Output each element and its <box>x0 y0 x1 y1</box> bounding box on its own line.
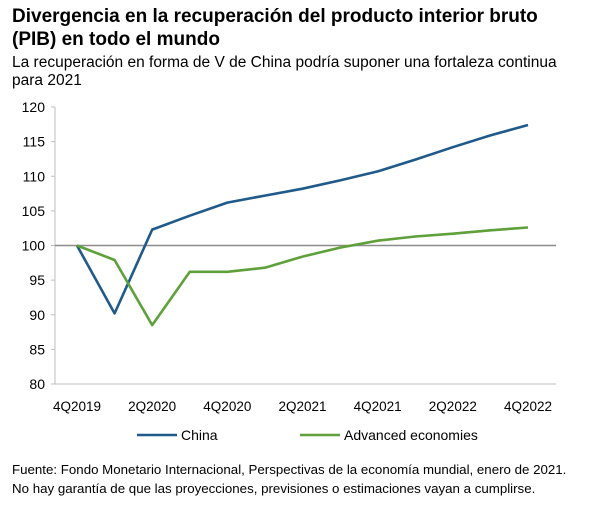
footnote-disclaimer: No hay garantía de que las proyecciones,… <box>12 481 536 496</box>
x-tick-label: 4Q2019 <box>53 399 101 414</box>
y-tick-label: 90 <box>29 307 45 323</box>
y-tick-label: 115 <box>23 134 46 150</box>
y-tick-label: 110 <box>23 168 46 184</box>
y-tick-label: 95 <box>29 272 45 288</box>
footnote: Fuente: Fondo Monetario Internacional, P… <box>12 460 592 498</box>
chart-subtitle: La recuperación en forma de V de China p… <box>12 54 557 89</box>
x-tick-label: 2Q2022 <box>429 399 477 414</box>
series-line-advanced-economies <box>76 226 529 327</box>
footnote-source: Fuente: Fondo Monetario Internacional, P… <box>12 462 567 477</box>
y-tick-label: 120 <box>22 99 46 115</box>
x-tick-label: 4Q2022 <box>504 399 552 414</box>
line-chart: 80 85 90 95 100 105 110 115 120 4Q2019 2Q2020 4Q202… <box>22 99 556 443</box>
y-tick-label: 85 <box>29 341 45 357</box>
legend-label-advanced-economies: Advanced economies <box>344 427 478 443</box>
y-tick-label: 80 <box>29 376 45 392</box>
series-line-china <box>75 123 529 315</box>
x-tick-label: 2Q2021 <box>278 399 326 414</box>
y-tick-label: 105 <box>22 203 46 219</box>
x-tick-label: 4Q2020 <box>203 399 251 414</box>
legend-label-china: China <box>181 427 218 443</box>
chart-title: Divergencia en la recuperación del produ… <box>12 6 538 50</box>
y-tick-label: 100 <box>22 238 46 254</box>
x-tick-label: 2Q2020 <box>128 399 176 414</box>
x-tick-label: 4Q2021 <box>354 399 402 414</box>
